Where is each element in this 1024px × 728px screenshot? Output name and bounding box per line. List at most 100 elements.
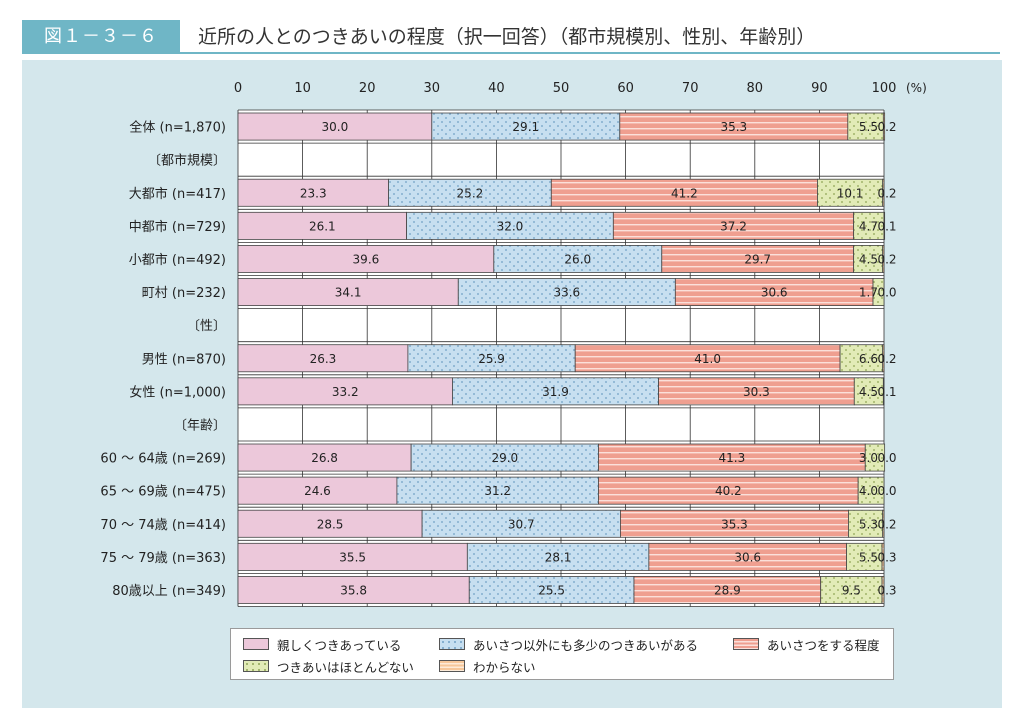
data-label-close: 34.1 <box>335 286 362 300</box>
data-label-greeting: 41.2 <box>671 186 698 200</box>
data-label-unknown: 0.2 <box>877 352 896 366</box>
data-label-greeting: 28.9 <box>714 583 741 597</box>
data-label-little: 4.5 <box>859 252 878 266</box>
bar-segment-unknown <box>882 509 885 538</box>
bar-segment-greeting <box>612 211 855 240</box>
legend-swatch-greeting <box>733 638 759 650</box>
data-label-little: 6.6 <box>859 352 878 366</box>
bar-segment-some <box>452 377 659 406</box>
data-label-close: 23.3 <box>300 186 327 200</box>
data-label-some: 25.5 <box>538 583 565 597</box>
legend-label-close: 親しくつきあっている <box>277 637 402 653</box>
x-tick-label: 100 <box>872 81 897 96</box>
bar-segment-unknown <box>882 112 886 141</box>
bar-segment-greeting <box>648 542 847 571</box>
legend-label-unknown: わからない <box>473 659 536 675</box>
bar-segment-unknown <box>882 377 885 406</box>
bar-segment-little <box>853 377 884 406</box>
bar-segment-unknown <box>882 178 885 207</box>
x-tick-label: 90 <box>811 81 828 96</box>
data-label-unknown: 0.3 <box>877 583 896 597</box>
data-label-greeting: 37.2 <box>720 219 747 233</box>
category-label: 75 ～ 79歳 (n=363) <box>100 551 226 566</box>
x-tick-label: 50 <box>553 81 570 96</box>
data-label-some: 29.1 <box>512 120 539 134</box>
data-label-close: 26.8 <box>311 451 338 465</box>
bar-segment-little <box>853 211 885 240</box>
data-label-some: 28.1 <box>545 550 572 564</box>
bar-segment-greeting <box>620 509 849 538</box>
data-label-some: 31.9 <box>542 385 569 399</box>
header-underline <box>180 52 1000 54</box>
bar-segment-close <box>237 476 398 505</box>
bar-segment-some <box>388 178 552 207</box>
bar-segment-little <box>848 509 884 538</box>
data-label-unknown: 0.3 <box>877 550 896 564</box>
category-label: 大都市 (n=417) <box>129 186 226 202</box>
bar-segment-greeting <box>661 244 855 273</box>
bar-segment-close <box>237 244 495 273</box>
data-label-close: 35.8 <box>340 583 367 597</box>
bar-segment-unknown <box>882 244 885 273</box>
data-label-some: 30.7 <box>508 517 535 531</box>
data-label-greeting: 30.6 <box>734 550 761 564</box>
bar-segment-little <box>853 244 884 273</box>
bars-layer <box>237 112 886 604</box>
data-label-close: 26.1 <box>309 219 336 233</box>
chart-title: 近所の人とのつきあいの程度（択一回答）（都市規模別、性別、年齢別） <box>198 26 816 48</box>
x-tick-label: 0 <box>234 81 242 96</box>
bar-segment-some <box>421 509 621 538</box>
data-label-close: 35.5 <box>339 550 366 564</box>
bar-segment-little <box>839 344 884 373</box>
data-label-little: 5.5 <box>859 120 878 134</box>
bar-segment-some <box>468 576 635 604</box>
bar-segment-greeting <box>574 344 841 373</box>
bar-segment-some <box>410 443 599 472</box>
data-label-little: 5.5 <box>859 550 878 564</box>
data-label-little: 9.5 <box>842 583 861 597</box>
data-label-little: 10.1 <box>837 186 864 200</box>
data-label-greeting: 40.2 <box>715 484 742 498</box>
bar-segment-some <box>396 476 599 505</box>
data-label-little: 4.7 <box>859 219 878 233</box>
data-label-some: 25.2 <box>457 186 484 200</box>
bar-segment-unknown <box>883 211 886 240</box>
legend-item-close: 親しくつきあっている <box>243 635 401 653</box>
bar-segment-little <box>846 542 883 571</box>
data-label-greeting: 41.0 <box>694 352 721 366</box>
data-label-unknown: 0.0 <box>877 286 896 300</box>
x-unit-label: (%) <box>906 81 927 95</box>
legend-item-some: あいさつ以外にも多少のつきあいがある <box>439 635 698 653</box>
bar-segment-close <box>237 443 412 472</box>
data-label-unknown: 0.0 <box>877 451 896 465</box>
data-label-greeting: 35.3 <box>720 120 747 134</box>
bar-segment-greeting <box>674 278 874 307</box>
data-label-greeting: 30.3 <box>743 385 770 399</box>
bar-segment-little <box>817 178 884 207</box>
bar-segment-greeting <box>633 576 822 604</box>
bar-segment-greeting <box>619 112 849 141</box>
data-label-some: 25.9 <box>478 352 505 366</box>
axis-layer: 0 10 20 30 40 50 60 70 80 90 100 (%) <box>234 81 927 96</box>
data-label-close: 26.3 <box>310 352 337 366</box>
category-label: 町村 (n=232) <box>142 286 226 301</box>
data-label-some: 29.0 <box>491 451 518 465</box>
data-label-close: 28.5 <box>317 517 344 531</box>
category-label: 60 ～ 64歳 (n=269) <box>100 452 226 467</box>
figure-number-badge: 図１－３－６ <box>22 20 180 54</box>
x-tick-label: 40 <box>488 81 505 96</box>
bar-segment-close <box>237 178 389 207</box>
legend-label-some: あいさつ以外にも多少のつきあいがある <box>473 637 699 653</box>
data-label-close: 30.0 <box>322 120 349 134</box>
x-tick-label: 60 <box>617 81 634 96</box>
bar-segment-unknown <box>882 344 885 373</box>
x-tick-label: 20 <box>359 81 376 96</box>
group-header-label: 〔年齢〕 <box>174 418 226 433</box>
bar-segment-greeting <box>598 443 866 472</box>
bar-segment-little <box>872 278 885 307</box>
data-label-greeting: 29.7 <box>744 252 771 266</box>
bar-segment-greeting <box>550 178 818 207</box>
data-label-some: 32.0 <box>497 219 524 233</box>
legend-swatch-close <box>243 638 269 650</box>
